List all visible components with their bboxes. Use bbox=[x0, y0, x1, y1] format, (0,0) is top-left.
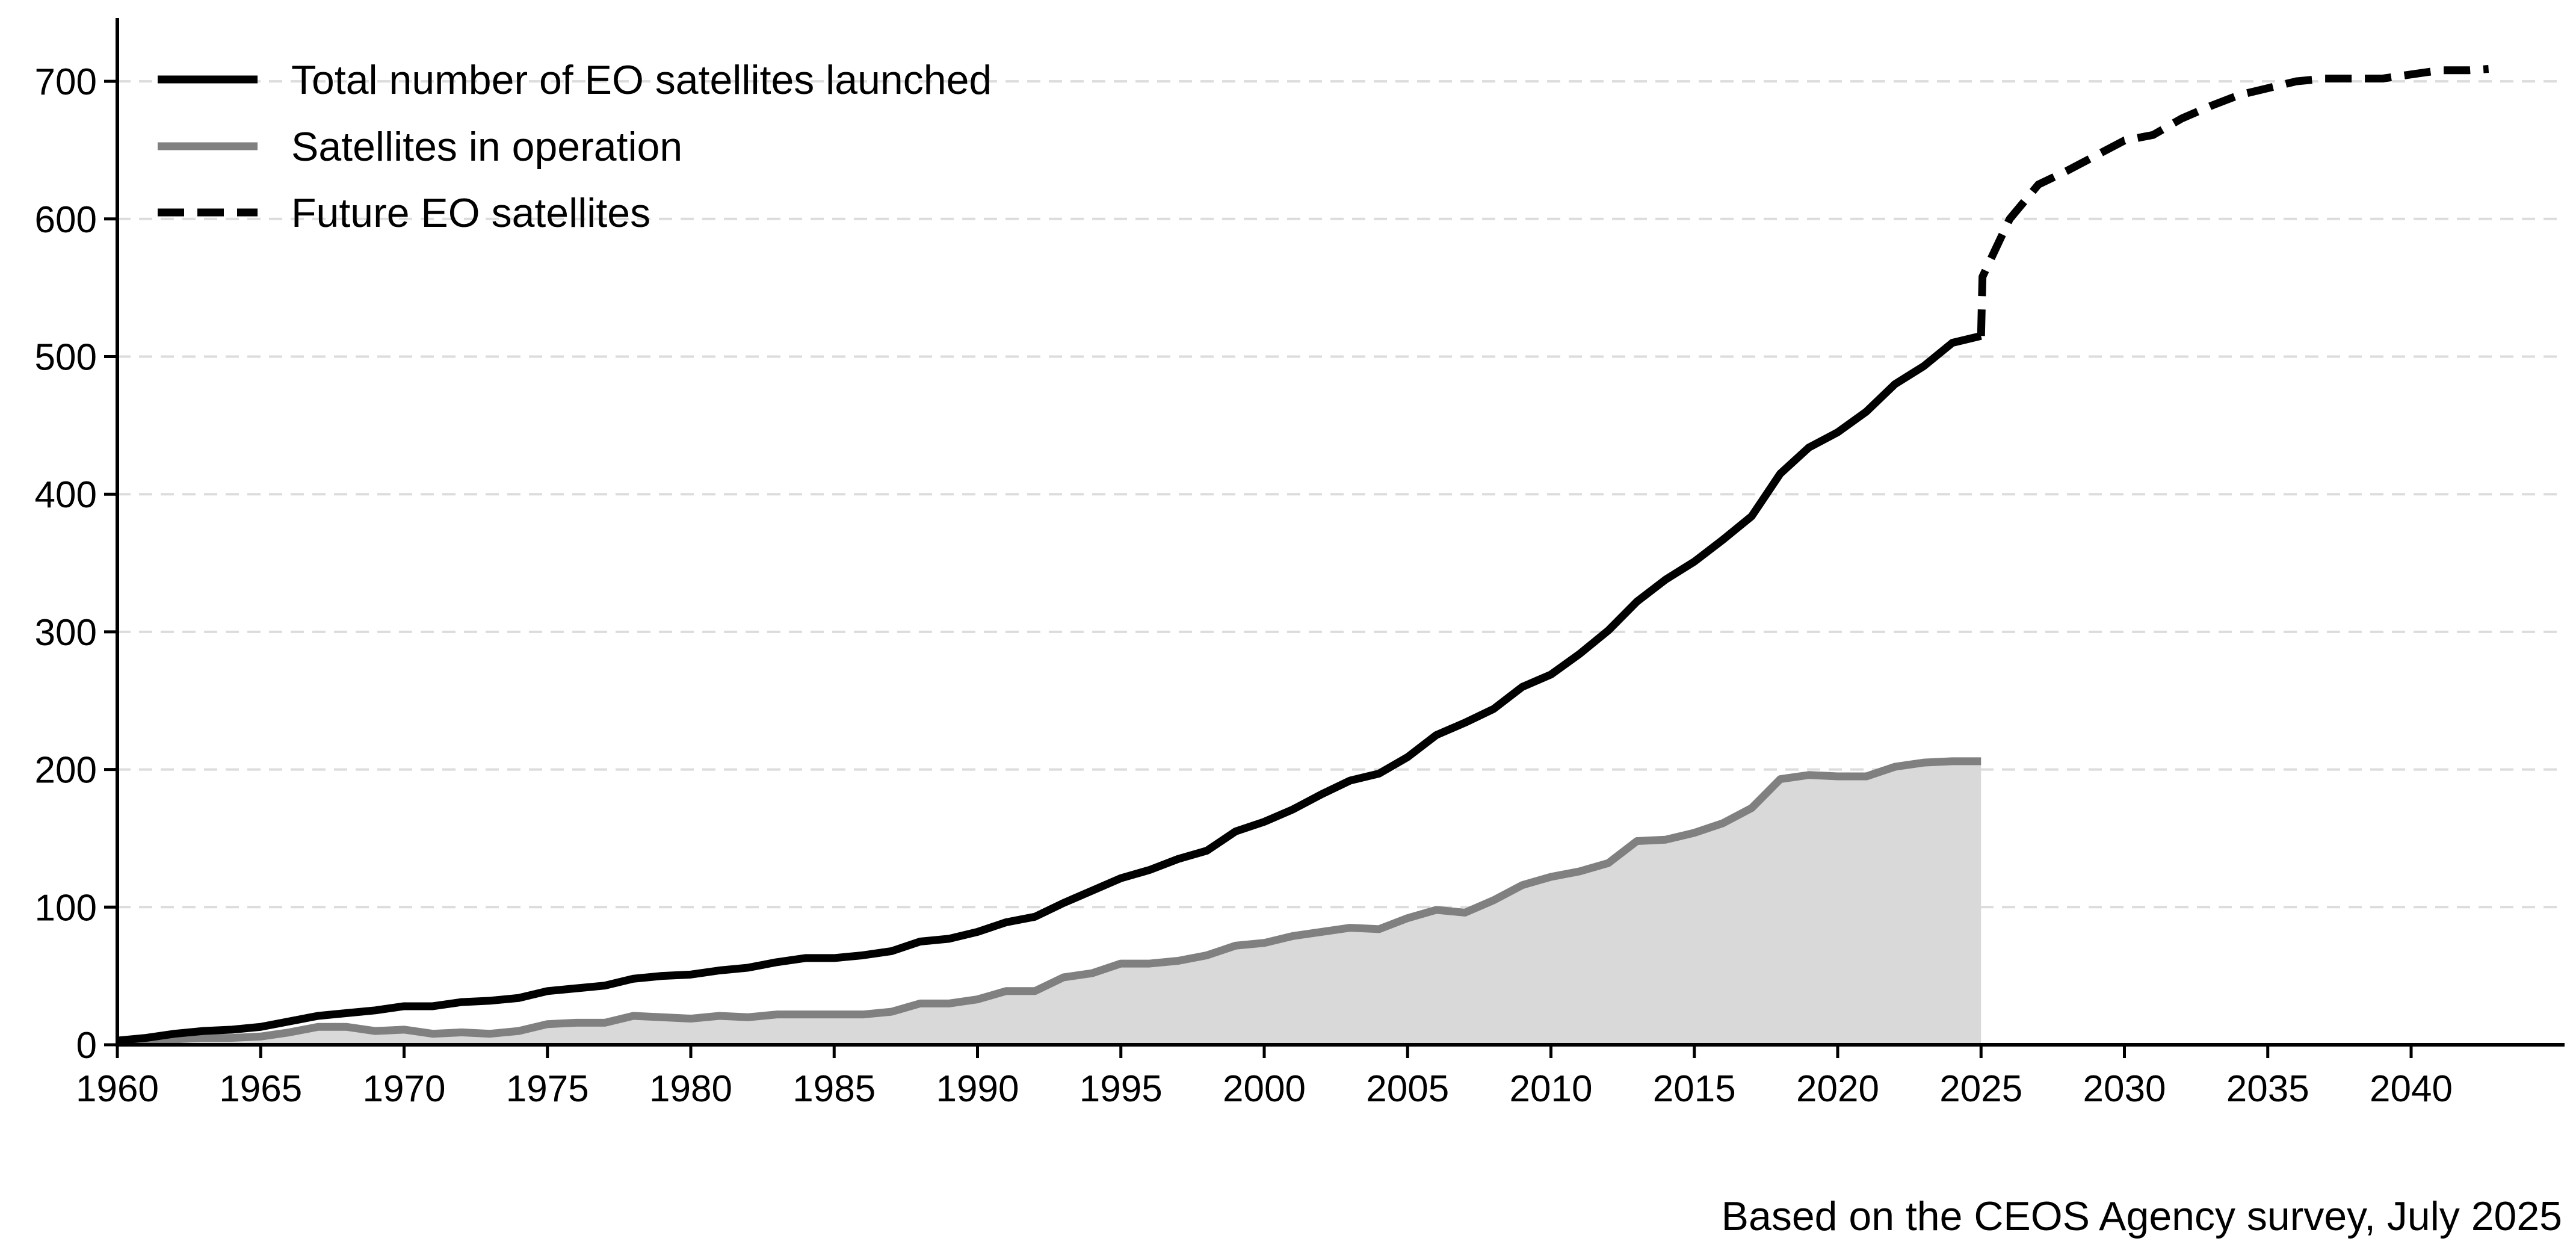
grid-lines bbox=[117, 80, 2565, 909]
x-tick-label-2005: 2005 bbox=[1366, 1068, 1449, 1110]
y-tick-label-300: 300 bbox=[35, 612, 97, 654]
operation-area-layer bbox=[117, 761, 1981, 1045]
y-tick-label-400: 400 bbox=[35, 474, 97, 516]
y-tick-label-700: 700 bbox=[35, 61, 97, 103]
axis-ticks: 0 100 200 300 400 500 600 700 1960 1965 1970 1975 19… bbox=[35, 61, 2453, 1110]
x-tick-label-1990: 1990 bbox=[936, 1068, 1019, 1110]
x-tick-label-1985: 1985 bbox=[792, 1068, 876, 1110]
x-tick-label-2010: 2010 bbox=[1510, 1068, 1593, 1110]
series-line-operation bbox=[117, 757, 1981, 1046]
legend-label-total: Total number of EO satellites launched bbox=[291, 57, 992, 103]
axes bbox=[116, 18, 2565, 1047]
x-tick-label-1995: 1995 bbox=[1080, 1068, 1163, 1110]
x-tick-label-2015: 2015 bbox=[1653, 1068, 1736, 1110]
y-tick-label-200: 200 bbox=[35, 750, 97, 791]
x-tick-label-2035: 2035 bbox=[2226, 1068, 2309, 1110]
x-tick-label-2030: 2030 bbox=[2083, 1068, 2166, 1110]
legend-label-operation: Satellites in operation bbox=[291, 124, 682, 170]
x-tick-label-2000: 2000 bbox=[1223, 1068, 1306, 1110]
source-note: Based on the CEOS Agency survey, July 20… bbox=[1722, 1193, 2562, 1239]
y-tick-label-0: 0 bbox=[76, 1025, 97, 1066]
series-line-total bbox=[117, 332, 1982, 1045]
legend: Total number of EO satellites launched S… bbox=[158, 57, 992, 236]
x-tick-label-1965: 1965 bbox=[219, 1068, 302, 1110]
x-tick-label-2025: 2025 bbox=[1939, 1068, 2022, 1110]
legend-label-future: Future EO satellites bbox=[291, 190, 650, 236]
y-tick-label-500: 500 bbox=[35, 337, 97, 379]
x-tick-label-1970: 1970 bbox=[363, 1068, 446, 1110]
series-line-future bbox=[1977, 65, 2489, 336]
y-tick-label-100: 100 bbox=[35, 887, 97, 929]
x-tick-label-1975: 1975 bbox=[506, 1068, 589, 1110]
x-tick-label-1980: 1980 bbox=[649, 1068, 732, 1110]
y-tick-label-600: 600 bbox=[35, 199, 97, 241]
series-lines-layer bbox=[117, 65, 2489, 1046]
operation-area-fill bbox=[117, 761, 1981, 1045]
x-tick-label-1960: 1960 bbox=[76, 1068, 159, 1110]
x-tick-label-2020: 2020 bbox=[1796, 1068, 1879, 1110]
x-tick-label-2040: 2040 bbox=[2370, 1068, 2453, 1110]
